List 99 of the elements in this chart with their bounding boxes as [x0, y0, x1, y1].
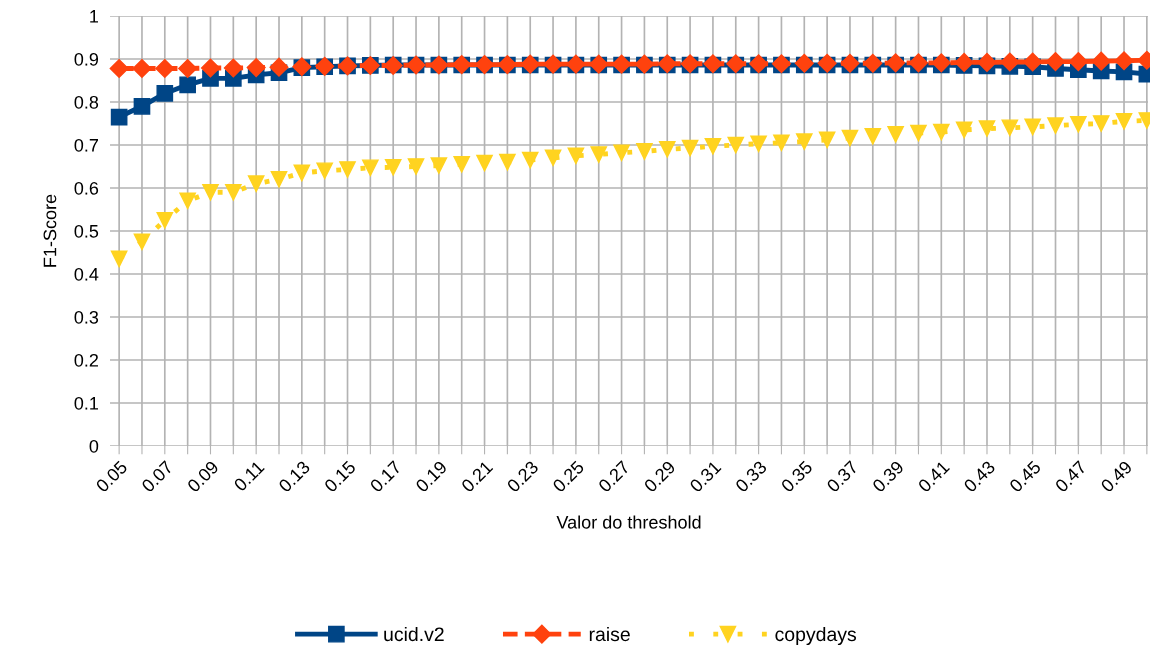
- point: [132, 58, 152, 78]
- point: [818, 131, 836, 149]
- point: [499, 153, 516, 171]
- y-tick-label: 0.1: [74, 396, 99, 410]
- point: [179, 192, 196, 210]
- point: [476, 154, 493, 172]
- x-axis-title: Valor do threshold: [556, 515, 701, 529]
- point: [407, 158, 425, 175]
- point: [224, 183, 242, 201]
- point: [1000, 52, 1020, 72]
- point: [887, 125, 904, 143]
- point: [1068, 52, 1088, 72]
- point: [1001, 119, 1019, 137]
- legend-label: raise: [589, 626, 630, 642]
- point: [636, 143, 653, 160]
- point: [1045, 52, 1066, 72]
- point: [156, 85, 174, 102]
- x-tick-label: 0.43: [962, 460, 996, 493]
- point: [453, 156, 471, 173]
- point: [704, 137, 722, 155]
- point: [954, 52, 974, 72]
- point: [246, 58, 266, 78]
- point: [658, 140, 676, 158]
- point: [155, 58, 175, 78]
- x-tick-label: 0.31: [688, 460, 722, 493]
- x-tick-label: 0.11: [233, 460, 265, 492]
- point: [339, 161, 356, 178]
- point: [293, 164, 311, 182]
- point: [795, 133, 813, 150]
- point: [1023, 52, 1043, 72]
- y-tick-label: 0: [89, 439, 99, 453]
- point: [1047, 117, 1064, 134]
- legend-label: copydays: [775, 626, 857, 646]
- point: [362, 159, 379, 177]
- point: [841, 129, 859, 147]
- point: [270, 171, 288, 188]
- point: [910, 124, 927, 142]
- x-tick-label: 0.45: [1008, 460, 1042, 493]
- y-tick-label: 0.2: [74, 353, 98, 367]
- point: [955, 121, 973, 139]
- point: [200, 58, 221, 78]
- point: [1070, 116, 1087, 133]
- point: [316, 162, 334, 180]
- point: [978, 120, 996, 137]
- y-tick-label: 0.7: [74, 138, 98, 152]
- point: [110, 250, 128, 268]
- point: [247, 175, 265, 193]
- point: [977, 52, 997, 72]
- point: [773, 134, 790, 152]
- point: [110, 108, 128, 126]
- point: [384, 159, 402, 176]
- point: [1092, 115, 1110, 132]
- point: [133, 233, 151, 251]
- x-tick-label: 0.21: [460, 460, 494, 493]
- point: [202, 183, 219, 201]
- y-tick-label: 0.4: [74, 267, 99, 281]
- point: [1114, 51, 1134, 71]
- x-tick-label: 0.23: [506, 460, 540, 493]
- x-tick-label: 0.25: [551, 460, 585, 493]
- point: [727, 136, 745, 154]
- x-tick-label: 0.29: [643, 460, 677, 493]
- point: [178, 58, 198, 78]
- point: [590, 146, 608, 163]
- point: [567, 147, 585, 165]
- y-axis-title: F1-Score: [43, 194, 57, 267]
- y-tick-label: 0.8: [74, 95, 99, 109]
- point: [223, 58, 243, 78]
- point: [521, 151, 539, 169]
- y-tick-label: 0.9: [74, 52, 99, 66]
- point: [1115, 113, 1133, 130]
- point: [109, 58, 129, 78]
- point: [544, 149, 562, 167]
- x-tick-label: 0.39: [871, 460, 905, 493]
- y-tick-label: 0.3: [74, 310, 99, 324]
- point: [269, 57, 289, 77]
- point: [750, 135, 767, 153]
- point: [1024, 118, 1042, 136]
- point: [932, 123, 950, 141]
- x-tick-label: 0.19: [414, 460, 448, 493]
- x-tick-label: 0.09: [186, 460, 220, 493]
- point: [613, 144, 630, 162]
- y-tick-label: 1: [90, 10, 99, 23]
- y-tick-label: 0.6: [74, 181, 99, 195]
- x-tick-label: 0.41: [917, 460, 951, 493]
- legend-label: ucid.v2: [384, 626, 444, 642]
- point: [1091, 51, 1111, 71]
- x-tick-label: 0.33: [734, 460, 768, 493]
- point: [133, 97, 151, 115]
- point: [864, 128, 882, 145]
- point: [179, 76, 196, 94]
- point: [156, 211, 174, 229]
- y-tick-label: 0.5: [74, 224, 99, 238]
- x-tick-label: 0.15: [323, 460, 357, 493]
- x-tick-label: 0.13: [277, 460, 311, 493]
- point: [681, 139, 699, 157]
- x-tick-label: 0.49: [1100, 460, 1133, 493]
- point: [430, 157, 448, 174]
- x-tick-label: 0.35: [780, 460, 814, 493]
- x-tick-label: 0.05: [95, 460, 128, 493]
